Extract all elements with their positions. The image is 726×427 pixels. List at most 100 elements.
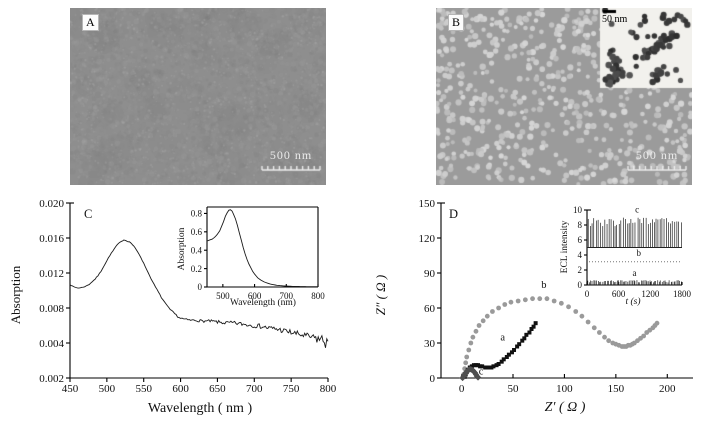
data-point-b [522, 297, 528, 303]
data-point-b [606, 338, 612, 344]
series-absorption-spectrum-film [69, 239, 329, 348]
data-point-b [566, 304, 571, 310]
data-point-a [501, 357, 506, 362]
data-point-b [480, 318, 486, 324]
data-point-a [469, 364, 474, 369]
tick-label: 0 [459, 383, 465, 395]
tick-label: 600 [612, 289, 626, 299]
sem-image-a [70, 8, 326, 185]
tick-label: 800 [320, 383, 337, 395]
series-label-c: c [635, 204, 639, 214]
tick-label: 150 [419, 198, 436, 210]
scale-bar-text-a: 500 nm [269, 148, 313, 162]
data-point-a [531, 324, 536, 329]
data-point-a [471, 363, 476, 368]
series-label-b: b [541, 280, 546, 291]
panel-b-label: B [448, 14, 465, 31]
tick-label: 700 [280, 291, 294, 301]
tick-label: 0 [578, 280, 583, 290]
tick-label: 0.012 [39, 268, 64, 280]
data-point-a [515, 344, 520, 349]
series-label-a: a [633, 268, 637, 278]
tick-label: 30 [424, 338, 436, 350]
d-inset-y-axis-label: ECL intensity [560, 220, 570, 273]
data-point-a [499, 359, 504, 364]
c-inset-x-axis-label: Wavelength (nm) [230, 297, 296, 308]
panel-a: A 500 nm [70, 8, 326, 185]
tick-label: 200 [659, 383, 676, 395]
data-point-b [476, 323, 482, 328]
tick-label: 0 [430, 373, 436, 385]
data-point-a [524, 332, 529, 337]
data-point-b [537, 296, 543, 302]
data-point-c [474, 374, 482, 381]
data-point-a [486, 365, 491, 370]
tick-label: 1200 [641, 289, 660, 299]
tick-label: 650 [209, 383, 226, 395]
tick-label: 600 [248, 291, 262, 301]
tick-label: 0.4 [191, 245, 203, 255]
panel-a-label: A [82, 14, 99, 31]
data-point-b [473, 328, 479, 334]
data-point-b [530, 296, 535, 302]
tick-label: 0.016 [39, 233, 64, 245]
data-point-a [506, 352, 511, 357]
tick-label: 0 [585, 289, 590, 299]
data-point-a [483, 365, 488, 370]
data-point-b [551, 298, 557, 304]
panel-d-label: D [449, 207, 458, 221]
c-plot-area: 450 500 550 600 650 700 750 800 0.002 0.004 0.008 0… [39, 198, 337, 395]
tick-label: 0.2 [191, 264, 202, 274]
data-point-b [591, 325, 597, 331]
d-y-axis-label: Z″ ( Ω ) [373, 275, 388, 315]
data-point-a [529, 327, 534, 331]
d-x-axis-label: Z′ ( Ω ) [545, 400, 586, 415]
d-inset-x-axis-label: t (s) [625, 296, 640, 307]
chart-absorption: 450 500 550 600 650 700 750 800 0.002 0.004 0.008 0… [8, 198, 337, 416]
data-point-a [512, 348, 517, 352]
scale-bar-text-b: 500 nm [635, 148, 679, 162]
tick-label: 0.004 [39, 338, 64, 350]
tick-label: 0.008 [39, 303, 64, 315]
tick-label: 0.002 [39, 373, 64, 385]
data-point-a [473, 363, 478, 368]
data-point-b [579, 313, 585, 319]
tick-label: 500 [99, 383, 116, 395]
tick-label: 750 [283, 383, 300, 395]
data-point-a [522, 336, 527, 341]
series-label-a: a [500, 333, 505, 344]
tick-label: 60 [424, 303, 436, 315]
data-point-a [476, 363, 481, 368]
series-label-b: b [636, 248, 641, 258]
data-point-a [509, 350, 514, 355]
data-point-b [573, 309, 579, 314]
tick-label: 150 [608, 383, 625, 395]
tick-label: 100 [556, 383, 573, 395]
data-point-b [654, 320, 660, 326]
tick-label: 6 [578, 235, 583, 245]
tick-label: 0 [198, 282, 203, 292]
tick-label: 600 [172, 383, 189, 395]
c-y-axis-label: Absorption [8, 265, 23, 324]
sem-image-b [436, 8, 692, 185]
data-point-b [484, 313, 490, 319]
data-point-a [517, 342, 522, 347]
data-point-b [602, 334, 607, 340]
data-point-b [464, 354, 470, 360]
tick-label: 2 [578, 265, 583, 275]
data-point-a [527, 330, 532, 335]
panel-b: B 500 nm 50 nm [436, 8, 692, 185]
data-point-b [463, 360, 469, 366]
tick-label: 700 [246, 383, 263, 395]
data-point-a [494, 363, 499, 368]
data-point-b [597, 330, 602, 335]
data-point-a [489, 365, 494, 370]
inset-scale-bar-text-b: 50 nm [602, 14, 628, 25]
series-label-c: c [479, 367, 484, 378]
c-x-axis-label: Wavelength ( nm ) [148, 401, 253, 416]
data-point-b [466, 347, 472, 353]
tick-label: 0.020 [39, 198, 64, 210]
tick-label: 4 [578, 250, 583, 260]
data-point-a [478, 364, 483, 369]
